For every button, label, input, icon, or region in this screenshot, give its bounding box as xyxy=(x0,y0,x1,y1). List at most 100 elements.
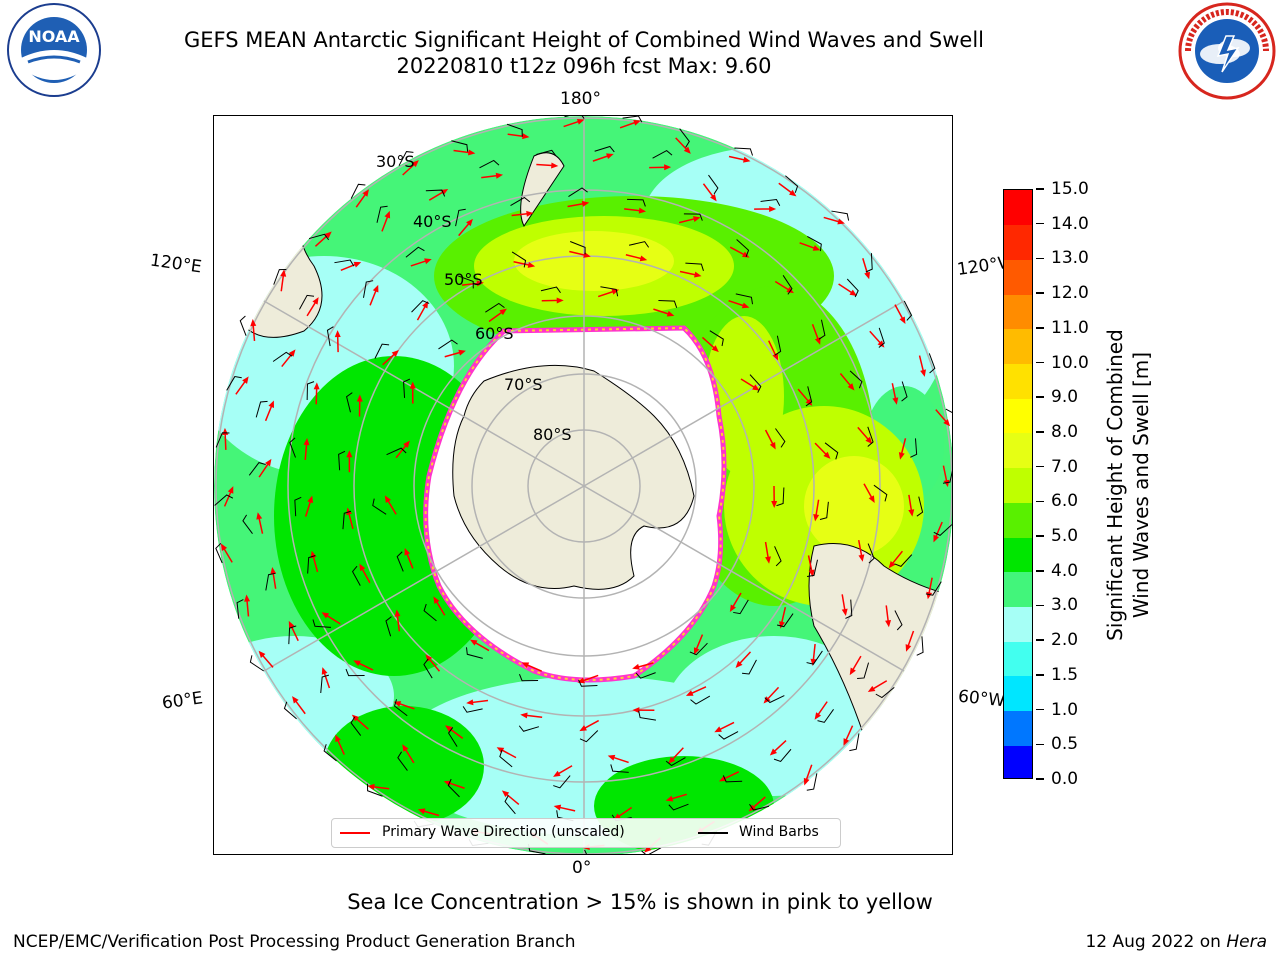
colorbar-tick-label: 1.0 xyxy=(1051,699,1079,720)
wave-arrow-head xyxy=(321,667,328,675)
wind-barb xyxy=(916,636,924,656)
wave-arrow-head xyxy=(256,512,263,520)
wave-arrow xyxy=(488,310,505,323)
wind-barb xyxy=(423,658,433,679)
wave-arrow xyxy=(453,149,472,154)
wind-barb xyxy=(447,778,460,798)
wind-barb xyxy=(690,695,711,705)
wind-barb xyxy=(594,145,615,153)
wave-arrow-head xyxy=(270,567,277,575)
wind-barb xyxy=(255,400,268,418)
wave-arrow xyxy=(728,155,747,162)
wave-arrow-head xyxy=(769,748,778,756)
wave-arrow xyxy=(611,756,629,764)
wave-arrow-head xyxy=(810,658,817,666)
wave-arrow-head xyxy=(803,777,810,786)
wind-barb xyxy=(773,748,792,763)
wind-barb xyxy=(411,300,430,313)
wave-arrow xyxy=(304,441,308,460)
wind-barb xyxy=(806,559,818,577)
footer-date: 12 Aug 2022 on Hera xyxy=(1085,932,1267,952)
wind-barb xyxy=(403,378,411,398)
colorbar-segment xyxy=(1004,571,1032,607)
wind-barb xyxy=(393,699,408,717)
wave-arrow-head xyxy=(384,495,392,503)
lon-label-60e: 60°E xyxy=(160,688,205,714)
wave-arrow xyxy=(582,719,600,730)
wave-arrow xyxy=(386,498,397,515)
wind-barb xyxy=(479,159,500,169)
colorbar-tick-label: 4.0 xyxy=(1051,560,1079,581)
wind-barb xyxy=(683,213,703,221)
wave-arrow xyxy=(410,259,429,267)
wave-arrow xyxy=(731,592,742,609)
wave-arrow-head xyxy=(288,349,296,357)
wave-arrow-head xyxy=(499,308,507,316)
wind-barb xyxy=(455,208,466,227)
colorbar-tick xyxy=(1036,431,1044,433)
wave-arrow xyxy=(396,613,401,632)
colorbar-tick-label: 1.5 xyxy=(1051,664,1079,685)
wave-arrow xyxy=(894,304,905,321)
wave-arrow xyxy=(458,221,471,237)
wave-arrow-head xyxy=(741,302,750,309)
wind-barb xyxy=(518,725,540,732)
nws-logo xyxy=(1178,2,1276,100)
wave-arrow-head xyxy=(666,310,675,317)
map-title: GEFS MEAN Antarctic Significant Height o… xyxy=(183,28,985,52)
wave-arrow xyxy=(702,183,715,199)
wave-arrow-head xyxy=(926,591,933,600)
wind-barb xyxy=(568,187,588,197)
wind-barb xyxy=(289,437,296,458)
wave-arrow-head xyxy=(258,650,266,658)
wave-arrow-head xyxy=(933,534,940,543)
wave-arrow-head xyxy=(359,563,366,572)
wave-arrow-head xyxy=(501,790,510,798)
wave-arrow-head xyxy=(321,612,330,619)
colorbar-tick-label: 14.0 xyxy=(1051,213,1089,234)
wave-arrow xyxy=(403,747,415,764)
colorbar-tick xyxy=(1036,292,1044,294)
wave-arrow-head xyxy=(769,441,776,450)
wave-arrow xyxy=(246,598,250,617)
footer-credit: NCEP/EMC/Verification Post Processing Pr… xyxy=(13,932,576,952)
wave-arrow-head xyxy=(633,119,641,126)
colorbar-tick xyxy=(1036,743,1044,746)
wind-barb xyxy=(867,543,875,564)
wave-arrow-head xyxy=(920,369,926,377)
wind-barb xyxy=(215,543,223,564)
wind-barb xyxy=(708,174,719,195)
wind-barb xyxy=(236,599,244,619)
wave-arrow-head xyxy=(905,644,912,652)
wave-arrow xyxy=(701,336,717,351)
wind-barb xyxy=(312,619,331,628)
colorbar-tick-label: 7.0 xyxy=(1051,456,1079,477)
wave-arrow-head xyxy=(606,153,614,160)
wave-arrow xyxy=(444,351,463,358)
legend-barb-swatch xyxy=(698,832,728,834)
wave-arrow-head xyxy=(837,218,845,225)
wave-arrow xyxy=(669,793,687,801)
lat-label-30s: 30°S xyxy=(376,152,415,171)
polar-map xyxy=(213,115,953,855)
wind-barb xyxy=(600,286,619,297)
wave-arrow-head xyxy=(402,744,409,752)
wind-barb xyxy=(249,655,264,672)
wave-arrow-head xyxy=(469,639,478,646)
wind-barb xyxy=(326,326,334,347)
wind-barb xyxy=(942,470,952,484)
wave-arrow xyxy=(536,163,555,167)
colorbar-tick-label: 0.0 xyxy=(1051,769,1079,789)
colorbar-title-line2: Wind Waves and Swell [m] xyxy=(1129,351,1153,619)
wind-barb xyxy=(776,613,794,628)
wave-arrow-head xyxy=(476,280,484,287)
map-legend: Primary Wave Direction (unscaled) Wind B… xyxy=(331,818,841,848)
wave-arrow-head xyxy=(668,756,676,764)
wave-arrow-head xyxy=(520,712,528,719)
wind-barb xyxy=(553,775,571,789)
wave-arrow xyxy=(395,443,408,459)
wind-barb xyxy=(584,849,587,854)
wave-arrow xyxy=(844,725,854,743)
land-antarctica xyxy=(452,364,695,590)
colorbar-segment xyxy=(1004,641,1032,677)
